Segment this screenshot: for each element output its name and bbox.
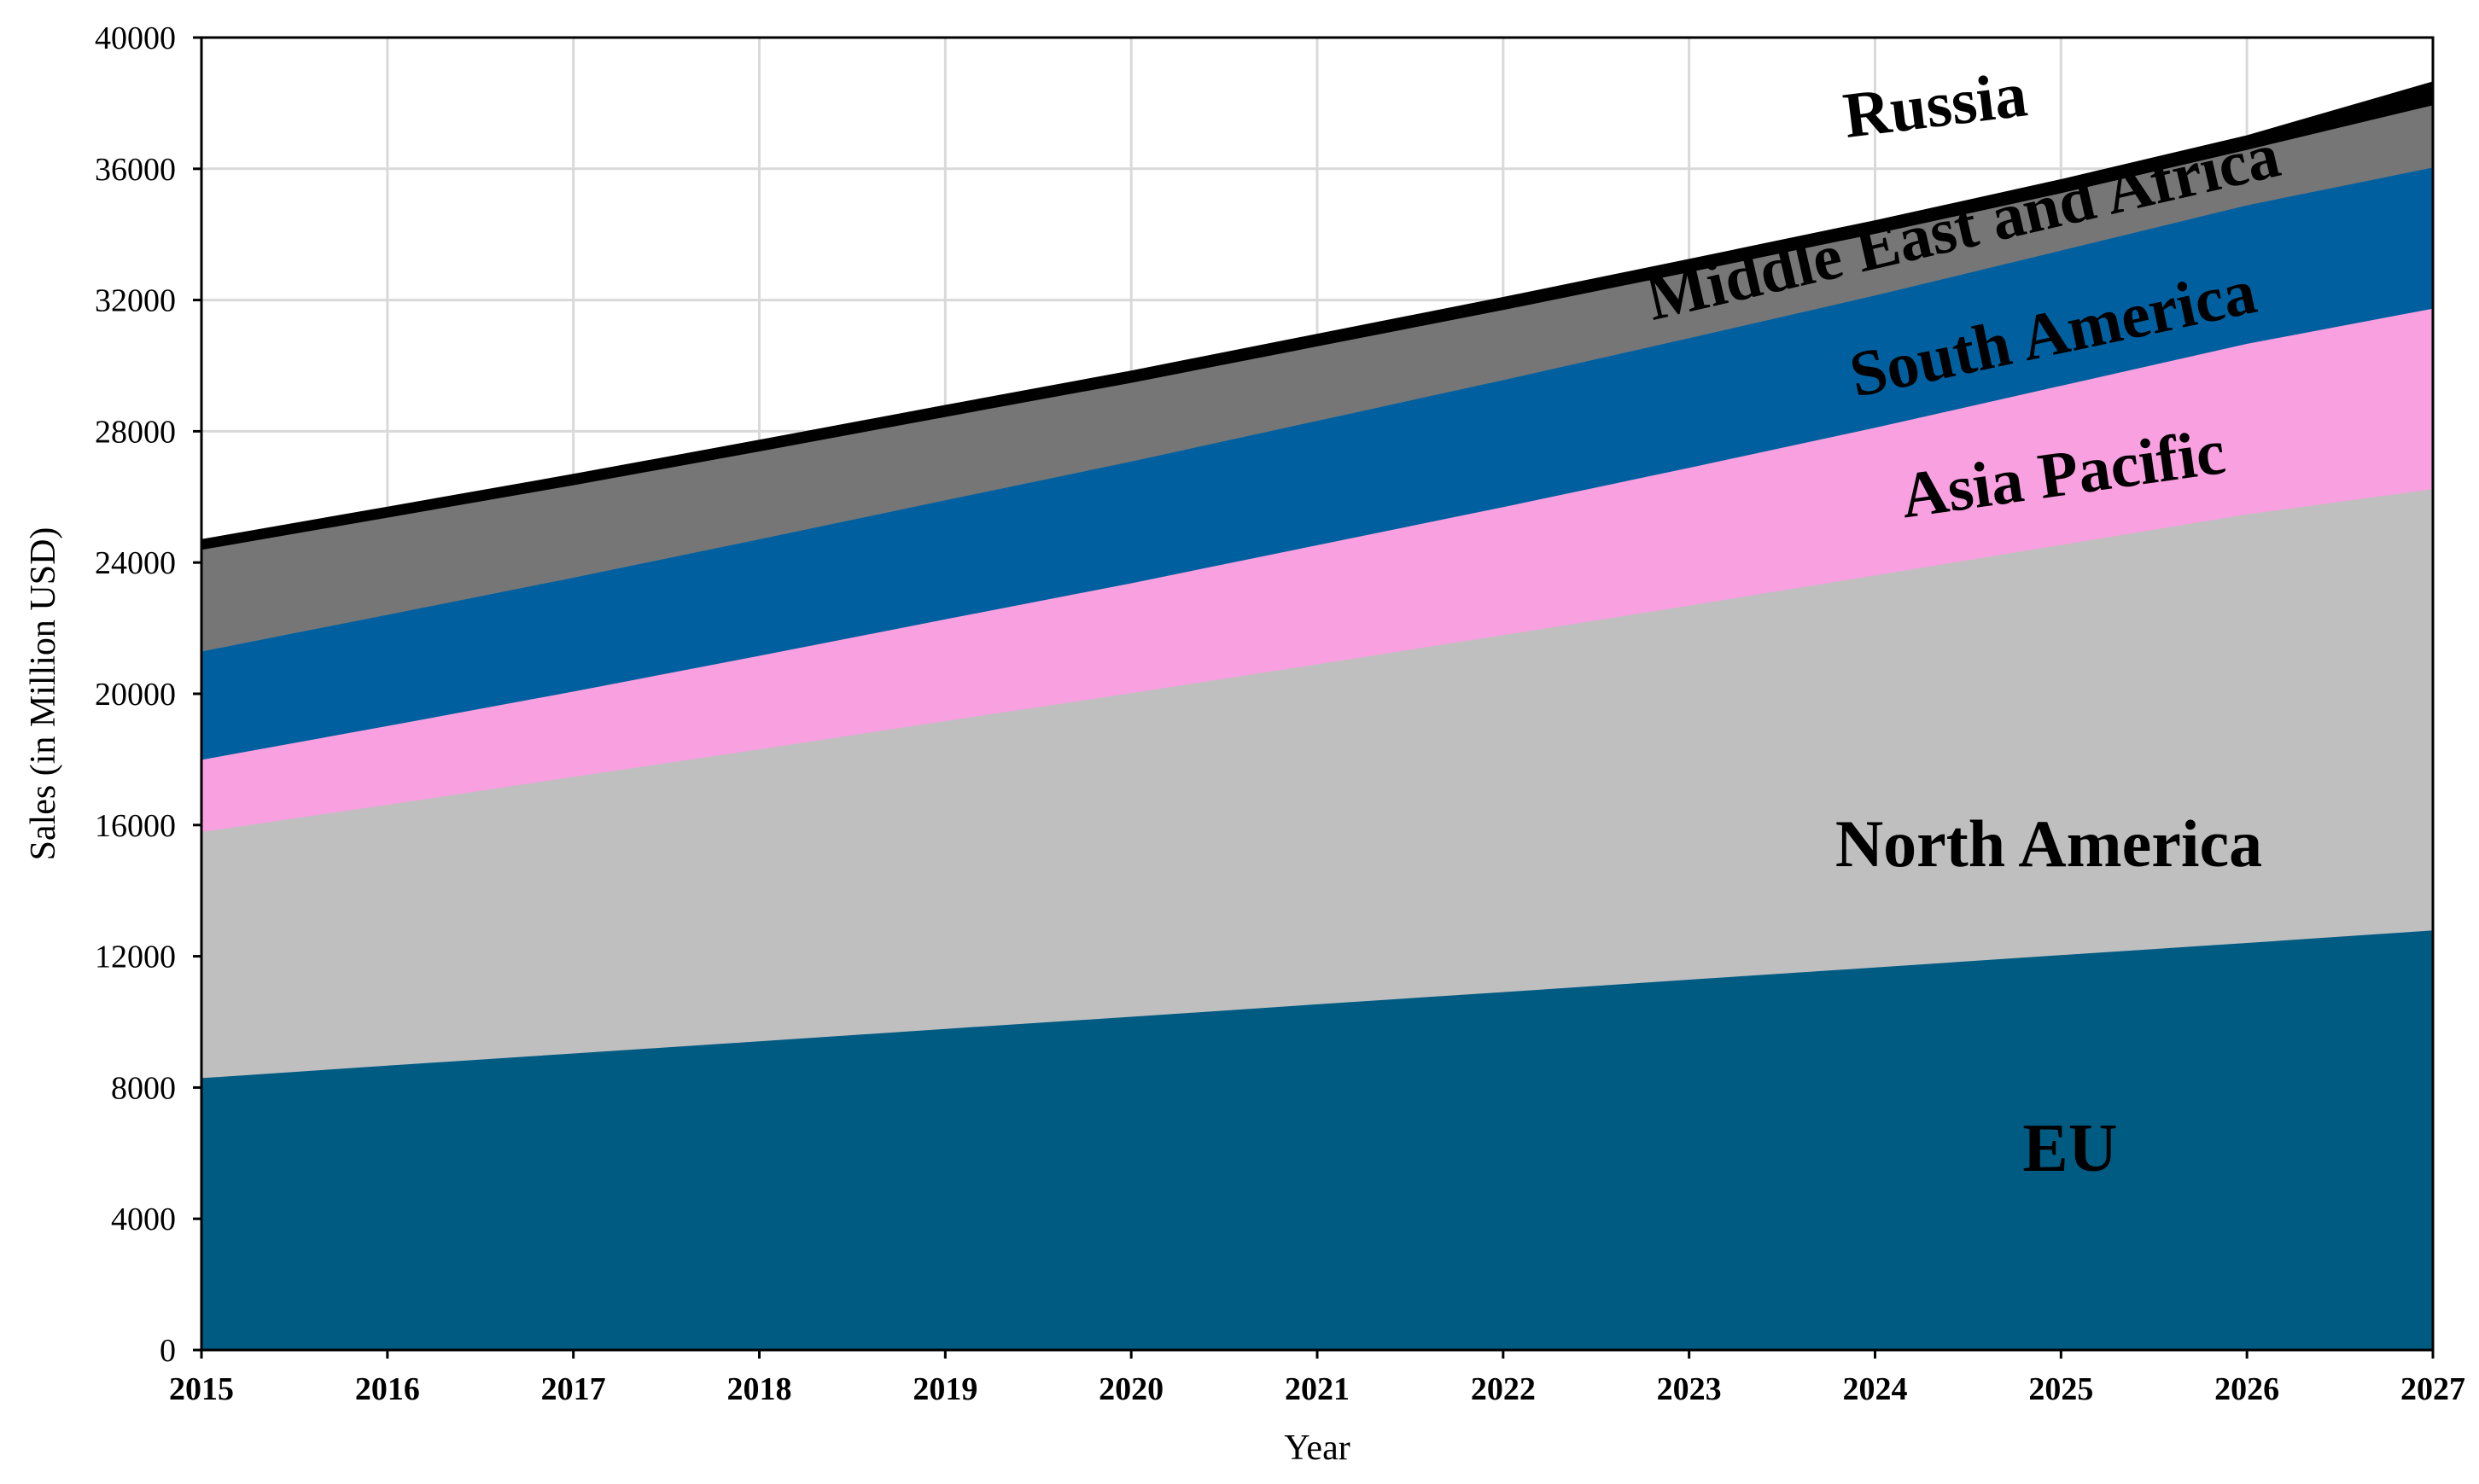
x-tick-label: 2021	[1285, 1371, 1350, 1407]
x-axis-title: Year	[1284, 1429, 1350, 1468]
x-tick-label: 2025	[2028, 1371, 2093, 1407]
x-tick-label: 2022	[1471, 1371, 1536, 1407]
x-tick-label: 2026	[2214, 1371, 2279, 1407]
x-tick-label: 2017	[541, 1371, 606, 1407]
y-tick-label: 40000	[95, 20, 176, 56]
y-tick-label: 8000	[111, 1070, 176, 1106]
y-tick-label: 20000	[95, 677, 176, 713]
y-tick-label: 4000	[111, 1202, 176, 1237]
y-tick-label: 12000	[95, 940, 176, 975]
x-tick-label: 2023	[1657, 1371, 1722, 1407]
x-tick-label: 2024	[1843, 1371, 1908, 1407]
x-tick-label: 2027	[2400, 1371, 2465, 1407]
y-axis-title: Sales (in Million USD)	[24, 527, 63, 861]
x-tick-label: 2020	[1099, 1371, 1164, 1407]
area-series	[201, 81, 2434, 1351]
area-label-russia: Russia	[1840, 58, 2031, 152]
x-tick-label: 2019	[913, 1371, 977, 1407]
y-axis-ticks: 0 4000 8000 12000 16000 20000 24000 28000 32000 3…	[95, 20, 201, 1369]
y-tick-label: 24000	[95, 545, 176, 581]
y-tick-label: 28000	[95, 414, 176, 450]
y-tick-label: 16000	[95, 808, 176, 844]
x-tick-label: 2016	[355, 1371, 420, 1407]
y-tick-label: 0	[160, 1333, 176, 1369]
area-label-north-america: North America	[1835, 806, 2262, 881]
y-tick-label: 32000	[95, 283, 176, 319]
y-tick-label: 36000	[95, 152, 176, 188]
x-tick-label: 2015	[169, 1371, 234, 1407]
x-axis-ticks: 2015 2016 2017 2018 2019 2020 2021 2022 2023 2024…	[169, 1350, 2465, 1407]
x-tick-label: 2018	[727, 1371, 792, 1407]
area-label-eu: EU	[2022, 1111, 2117, 1186]
